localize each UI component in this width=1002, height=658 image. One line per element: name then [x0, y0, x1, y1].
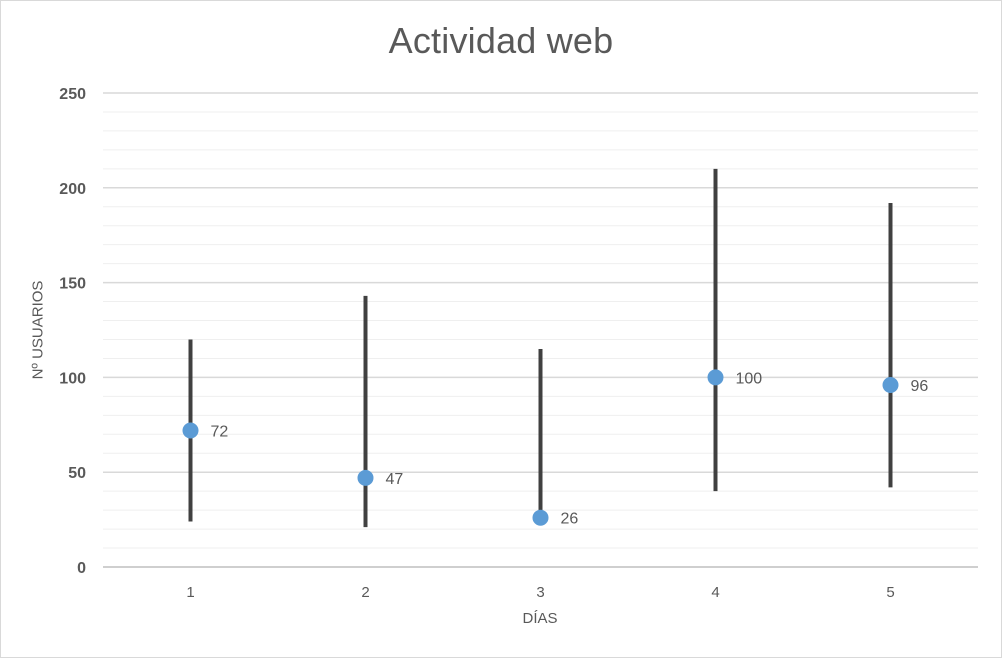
data-point [182, 422, 199, 439]
data-point [357, 469, 374, 486]
y-tick-label: 250 [59, 86, 86, 103]
chart-title: Actividad web [388, 20, 614, 61]
data-point [707, 369, 724, 386]
data-label: 26 [561, 511, 579, 528]
data-label: 96 [911, 378, 929, 395]
y-tick-label: 50 [68, 465, 86, 482]
x-tick-label: 3 [536, 584, 544, 601]
x-tick-label: 2 [361, 584, 369, 601]
x-tick-label: 4 [711, 584, 719, 601]
y-axis-ticks: 0 50 100 150 200 250 [59, 86, 86, 577]
data-labels: 72 47 26 100 96 [211, 370, 929, 527]
y-tick-label: 100 [59, 370, 86, 387]
x-axis-ticks: 1 2 3 4 5 [186, 584, 894, 601]
data-points [182, 369, 899, 526]
data-label: 72 [211, 423, 229, 440]
y-tick-label: 150 [59, 276, 86, 293]
data-label: 100 [736, 370, 763, 387]
x-tick-label: 5 [886, 584, 894, 601]
data-label: 47 [386, 471, 404, 488]
y-tick-label: 0 [77, 560, 86, 577]
x-tick-label: 1 [186, 584, 194, 601]
data-point [882, 376, 899, 393]
x-axis-title: DÍAS [522, 610, 558, 627]
range-lines [188, 168, 893, 528]
y-tick-label: 200 [59, 181, 86, 198]
data-point [532, 509, 549, 526]
